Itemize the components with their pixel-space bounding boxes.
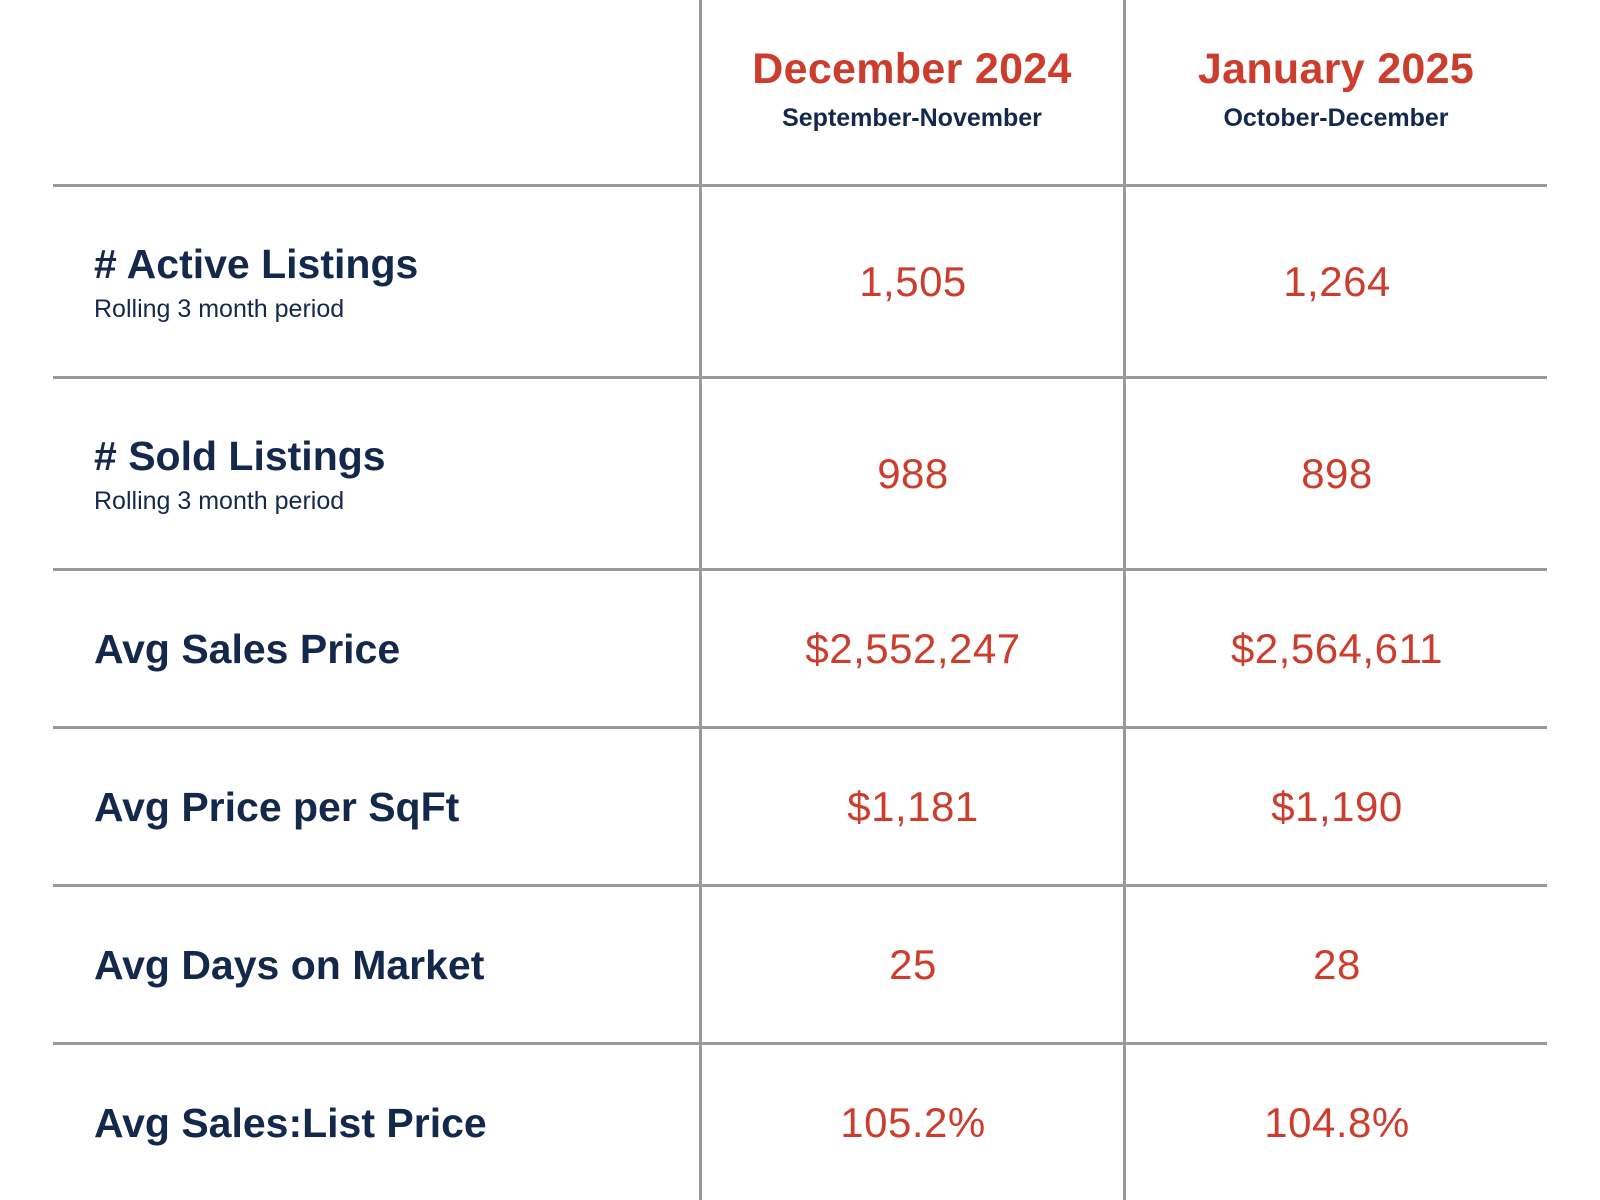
- table-cell-january-2025: $2,564,611: [1230, 624, 1444, 672]
- row-divider: [53, 1042, 1547, 1045]
- table-row-avg-days-on-market: Avg Days on Market 25 28: [0, 887, 1600, 1042]
- table-cell-december-2024: 1,505: [859, 257, 967, 305]
- table-row-avg-price-per-sqft: Avg Price per SqFt $1,181 $1,190: [0, 729, 1600, 884]
- row-label: # Sold Listings: [94, 432, 386, 479]
- row-label: Avg Days on Market: [94, 941, 485, 988]
- row-label-block: # Sold Listings Rolling 3 month period: [94, 379, 386, 568]
- table-cell-december-2024: 988: [877, 449, 949, 497]
- row-divider: [53, 376, 1547, 379]
- column-header-january-2025: January 2025 October-December: [1126, 40, 1546, 134]
- row-label-block: Avg Sales Price: [94, 571, 400, 726]
- row-label: Avg Sales Price: [94, 625, 401, 672]
- row-label: # Active Listings: [94, 240, 419, 287]
- table-cell-january-2025: 104.8%: [1264, 1098, 1410, 1146]
- row-sublabel: Rolling 3 month period: [94, 294, 345, 323]
- row-divider: [53, 726, 1547, 729]
- table-cell-january-2025: 898: [1301, 449, 1373, 497]
- column-title: December 2024: [752, 45, 1072, 93]
- column-header-december-2024: December 2024 September-November: [702, 40, 1122, 134]
- row-label: Avg Price per SqFt: [94, 783, 460, 830]
- row-label: Avg Sales:List Price: [94, 1099, 487, 1146]
- row-divider: [53, 884, 1547, 887]
- table-cell-january-2025: $1,190: [1271, 782, 1403, 830]
- column-title: January 2025: [1197, 45, 1475, 93]
- table-row-avg-sales-price: Avg Sales Price $2,552,247 $2,564,611: [0, 571, 1600, 726]
- row-divider: [53, 184, 1547, 187]
- table-row-active-listings: # Active Listings Rolling 3 month period…: [0, 187, 1600, 376]
- table-cell-january-2025: 1,264: [1283, 257, 1391, 305]
- column-period: September-November: [782, 104, 1042, 132]
- column-period: October-December: [1223, 104, 1449, 132]
- row-sublabel: Rolling 3 month period: [94, 486, 345, 515]
- table-row-sold-listings: # Sold Listings Rolling 3 month period 9…: [0, 379, 1600, 568]
- row-label-block: Avg Price per SqFt: [94, 729, 459, 884]
- column-divider: [1123, 0, 1126, 1200]
- row-label-block: Avg Days on Market: [94, 887, 484, 1042]
- table-row-avg-sales-list-price: Avg Sales:List Price 105.2% 104.8%: [0, 1045, 1600, 1200]
- row-divider: [53, 568, 1547, 571]
- row-label-block: Avg Sales:List Price: [94, 1045, 487, 1200]
- table-cell-january-2025: 28: [1313, 940, 1361, 988]
- table-cell-december-2024: $2,552,247: [805, 624, 1021, 672]
- table-cell-december-2024: $1,181: [847, 782, 979, 830]
- column-divider: [699, 0, 702, 1200]
- table-cell-december-2024: 25: [889, 940, 937, 988]
- table-cell-december-2024: 105.2%: [840, 1098, 986, 1146]
- row-label-block: # Active Listings Rolling 3 month period: [94, 187, 418, 376]
